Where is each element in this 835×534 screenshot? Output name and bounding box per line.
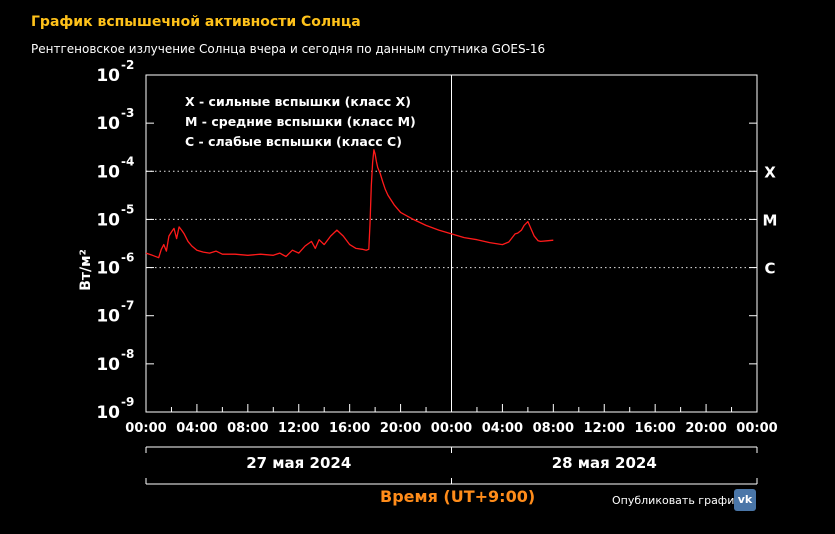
vk-share-icon[interactable]: vk xyxy=(734,489,756,511)
y-tick-exponent: -9 xyxy=(121,395,134,409)
y-axis-title: Вт/м² xyxy=(78,249,94,290)
x-tick-label: 20:00 xyxy=(380,421,421,436)
date-label: 28 мая 2024 xyxy=(552,454,657,472)
x-tick-label: 00:00 xyxy=(736,421,777,436)
y-tick-label: 10 xyxy=(96,210,120,230)
x-tick-label: 00:00 xyxy=(125,421,166,436)
y-tick-label: 10 xyxy=(96,355,120,375)
x-tick-label: 08:00 xyxy=(533,421,574,436)
y-tick-label: 10 xyxy=(96,162,120,182)
y-tick-label: 10 xyxy=(96,114,120,134)
y-tick-label: 10 xyxy=(96,259,120,279)
x-tick-label: 20:00 xyxy=(685,421,726,436)
y-tick-exponent: -3 xyxy=(121,106,134,120)
y-tick-exponent: -4 xyxy=(121,154,134,168)
x-tick-label: 12:00 xyxy=(278,421,319,436)
y-tick-exponent: -2 xyxy=(121,58,134,72)
x-axis-title: Время (UT+9:00) xyxy=(380,487,536,506)
class-label: X xyxy=(764,163,776,181)
y-tick-exponent: -8 xyxy=(121,347,134,361)
x-tick-label: 16:00 xyxy=(329,421,370,436)
y-tick-exponent: -6 xyxy=(121,251,134,265)
x-tick-label: 12:00 xyxy=(584,421,625,436)
y-tick-exponent: -7 xyxy=(121,299,134,313)
y-tick-label: 10 xyxy=(96,66,120,86)
x-tick-label: 04:00 xyxy=(482,421,523,436)
xray-flux-line xyxy=(145,149,554,259)
class-label: C xyxy=(764,260,775,278)
legend-entry: X - сильные вспышки (класс X) xyxy=(185,94,411,109)
x-tick-label: 08:00 xyxy=(227,421,268,436)
x-tick-label: 00:00 xyxy=(431,421,472,436)
x-tick-label: 16:00 xyxy=(634,421,675,436)
legend-entry: M - средние вспышки (класс M) xyxy=(185,114,416,129)
y-tick-label: 10 xyxy=(96,403,120,423)
page-title: График вспышечной активности Солнца xyxy=(31,14,361,30)
y-tick-exponent: -5 xyxy=(121,202,134,216)
y-tick-label: 10 xyxy=(96,307,120,327)
page-subtitle: Рентгеновское излучение Солнца вчера и с… xyxy=(31,42,546,56)
class-label: M xyxy=(763,211,778,229)
date-label: 27 мая 2024 xyxy=(246,454,351,472)
x-tick-label: 04:00 xyxy=(176,421,217,436)
legend-entry: C - слабые вспышки (класс C) xyxy=(185,134,402,149)
publish-label: Опубликовать график: xyxy=(612,494,745,507)
